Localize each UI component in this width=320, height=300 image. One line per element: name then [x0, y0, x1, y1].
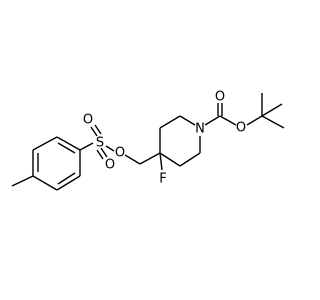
atom-label: O	[215, 90, 225, 105]
atom-labels: O S O O F N O O	[83, 90, 246, 187]
atom-label: O	[83, 113, 93, 128]
atom-label: N	[195, 122, 205, 137]
atom-label: F	[159, 172, 166, 187]
atom-label: O	[105, 158, 115, 173]
atom-label: O	[115, 146, 125, 161]
bonds	[11, 93, 285, 191]
structure-diagram: O S O O F N O O	[11, 90, 285, 191]
atom-label: O	[236, 121, 246, 136]
atom-label: S	[96, 136, 104, 151]
